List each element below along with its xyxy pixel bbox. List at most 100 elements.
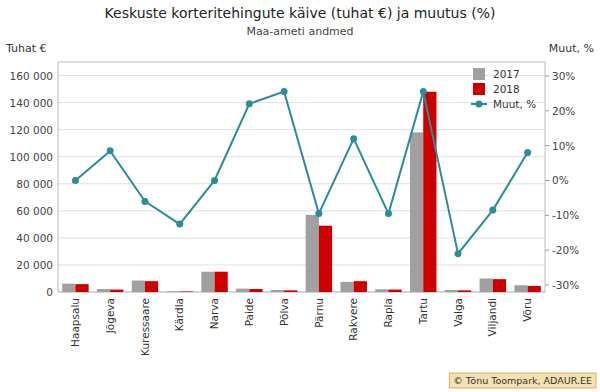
y2-tick-label: 30% [552,70,575,82]
grid-line [58,156,545,157]
y-tick-label: 20 000 [16,259,53,271]
grid [58,76,545,292]
x-tick-label: Jõgeva [104,298,116,334]
line-marker [315,210,322,217]
bar [375,289,388,292]
line-marker [524,149,531,156]
y-tick-label: 60 000 [16,205,53,217]
bar [215,272,228,292]
line-marker [420,88,427,95]
bar-series [75,92,540,292]
y2-tick-label: 20% [552,105,575,117]
x-tick-label: Võru [521,298,533,322]
line-marker [141,198,148,205]
marks [62,88,541,292]
y2-tick [545,215,549,216]
grid-line [58,210,545,211]
bar [528,286,541,292]
legend-swatch [473,68,485,80]
y-tick-label: 120 000 [10,124,53,136]
line-marker [281,88,288,95]
background [0,0,600,392]
bar [445,290,458,292]
legend-label: 2018 [493,83,520,95]
bar [340,282,353,292]
y2-tick-label: 0% [552,174,569,186]
bar [319,226,332,292]
bar [167,291,180,292]
x-tick-label: Pärnu [313,298,325,328]
line-marker [72,177,79,184]
y2-tick-label: -20% [552,244,579,256]
bar [514,285,527,292]
y-tick-label: 40 000 [16,232,53,244]
x-tick-label: Rakvere [347,298,359,341]
x-tick-label: Kärdla [173,298,185,331]
bar [75,284,88,292]
legend-swatch [473,83,485,95]
y2-tick [545,145,549,146]
bar [480,278,493,292]
bar [132,281,145,293]
grid-line [58,264,545,265]
line-marker [246,100,253,107]
x-tick-label: Haapsalu [69,298,81,347]
x-tick-label: Narva [208,298,220,329]
line-marker [211,177,218,184]
bar [62,284,75,292]
bar [249,289,262,292]
x-tick-label: Kuressaare [139,298,151,356]
grid-line [58,102,545,103]
title: Keskuste korteritehingute käive (tuhat €… [105,5,496,21]
y-tick-label: 140 000 [10,97,53,109]
bar [110,290,123,292]
plot-frame [58,62,545,292]
annotation-box [449,373,596,388]
y-tick-label: 160 000 [10,70,53,82]
bar [354,281,367,292]
line-marker [489,207,496,214]
line [75,92,527,254]
line-marker [350,135,357,142]
line-marker [176,221,183,228]
y-tick-label: 100 000 [10,151,53,163]
line-marker [385,210,392,217]
bar [201,272,214,292]
annotation: © Tõnu Toompark, ADAUR.EE [449,373,596,388]
y2-tick-label: -30% [552,279,579,291]
bar [410,132,423,292]
legend-swatch [476,101,483,108]
bar [97,289,110,292]
bar [180,291,193,292]
bar [388,290,401,292]
bar [145,281,158,292]
y-tick-label: 0 [46,286,53,298]
x-tick-label: Paide [243,298,255,326]
y2-tick [545,250,549,251]
bar-series [62,132,527,292]
y-tick-label: 80 000 [16,178,53,190]
x-tick-label: Rapla [382,298,394,328]
annotation-text: © Tõnu Toompark, ADAUR.EE [453,375,592,386]
bar [306,215,319,292]
legend-label: Muut, % [493,98,536,110]
bar [284,290,297,292]
legend: 2017 2018 Muut, % [471,68,536,110]
line-marker [455,250,462,257]
bar [236,289,249,292]
grid-line [58,183,545,184]
grid-line [58,129,545,130]
bar [271,290,284,292]
x-tick-label: Tartu [417,298,429,325]
y2-tick [545,180,549,181]
y2-tick [545,285,549,286]
line-marker [107,147,114,154]
x-tick-label: Viljandi [486,298,498,336]
legend-label: 2017 [493,68,520,80]
y2-tick-label: -10% [552,209,579,221]
bar [493,279,506,292]
x-tick-label: Valga [452,298,464,327]
y2-tick-label: 10% [552,140,575,152]
bar [458,290,471,292]
y2-tick [545,75,549,76]
